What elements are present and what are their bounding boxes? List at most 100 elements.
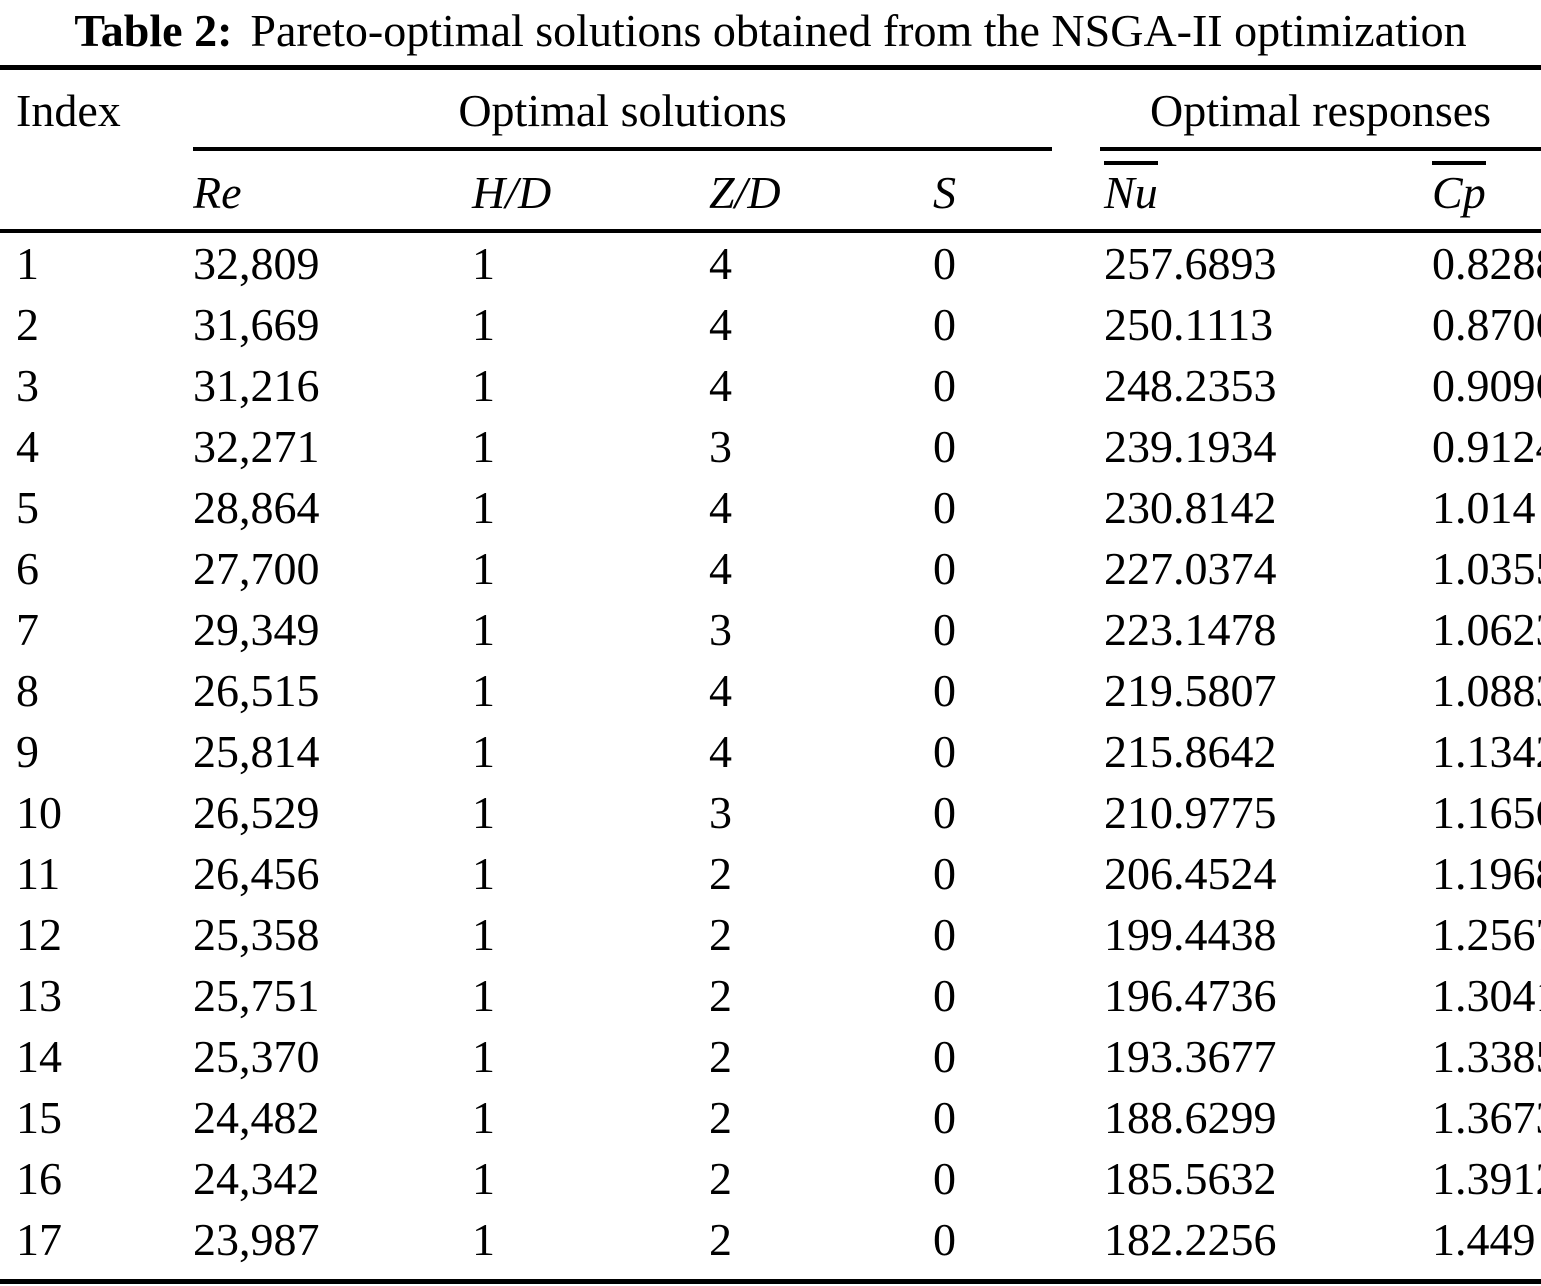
cell-s: 0	[933, 909, 956, 960]
cell-zd: 2	[709, 909, 732, 960]
cell-cp: 1.1968	[1432, 848, 1541, 899]
cell-cp: 0.8706	[1432, 299, 1541, 350]
cell-index: 11	[16, 848, 61, 899]
cell-cp: 1.3673	[1432, 1092, 1541, 1143]
cell-nu: 185.5632	[1104, 1153, 1277, 1204]
cell-zd: 3	[709, 787, 732, 838]
cell-hd: 1	[472, 238, 495, 289]
cell-s: 0	[933, 1214, 956, 1265]
cell-cp: 0.9096	[1432, 360, 1541, 411]
cell-nu: 206.4524	[1104, 848, 1277, 899]
cell-nu: 230.8142	[1104, 482, 1277, 533]
table-row: 4 32,271 1 3 0 239.1934 0.9124	[0, 416, 1541, 477]
cell-re: 29,349	[193, 604, 320, 655]
col-header-cp: Cp	[1430, 151, 1541, 233]
cell-re: 32,271	[193, 421, 320, 472]
col-header-re: Re	[193, 151, 463, 233]
pareto-optimal-solutions-table: Index Optimal solutions Optimal response…	[0, 65, 1541, 1284]
cell-hd: 1	[472, 970, 495, 1021]
cell-s: 0	[933, 543, 956, 594]
cell-s: 0	[933, 238, 956, 289]
table-row: 3 31,216 1 4 0 248.2353 0.9096	[0, 355, 1541, 416]
table-row: 10 26,529 1 3 0 210.9775 1.1656	[0, 782, 1541, 843]
cell-s: 0	[933, 421, 956, 472]
cell-cp: 0.9124	[1432, 421, 1541, 472]
table-caption: Table 2: Pareto-optimal solutions obtaine…	[0, 0, 1541, 65]
cell-hd: 1	[472, 482, 495, 533]
cell-index: 13	[16, 970, 62, 1021]
cell-zd: 2	[709, 1214, 732, 1265]
cell-s: 0	[933, 726, 956, 777]
table-caption-label: Table 2:	[74, 5, 233, 56]
cell-index: 8	[16, 665, 39, 716]
table-row: 14 25,370 1 2 0 193.3677 1.3385	[0, 1026, 1541, 1087]
cell-s: 0	[933, 1092, 956, 1143]
cell-index: 12	[16, 909, 62, 960]
cell-index: 2	[16, 299, 39, 350]
cell-zd: 4	[709, 665, 732, 716]
cell-re: 26,515	[193, 665, 320, 716]
table-row: 15 24,482 1 2 0 188.6299 1.3673	[0, 1087, 1541, 1148]
cell-cp: 1.1342	[1432, 726, 1541, 777]
table-row: 12 25,358 1 2 0 199.4438 1.2567	[0, 904, 1541, 965]
cell-index: 14	[16, 1031, 62, 1082]
cell-nu: 223.1478	[1104, 604, 1277, 655]
group-header-row: Index Optimal solutions Optimal response…	[0, 67, 1541, 233]
cell-nu: 250.1113	[1104, 299, 1274, 350]
col-header-zd: Z/D	[700, 151, 920, 233]
optimal-solutions-group-rule	[193, 147, 1053, 151]
col-header-s: S	[920, 151, 1101, 233]
cell-index: 5	[16, 482, 39, 533]
table-row: 2 31,669 1 4 0 250.1113 0.8706	[0, 294, 1541, 355]
cell-cp: 1.0355	[1432, 543, 1541, 594]
optimal-responses-group-label: Optimal responses	[1149, 85, 1492, 136]
table-row: 5 28,864 1 4 0 230.8142 1.014	[0, 477, 1541, 538]
cell-index: 9	[16, 726, 39, 777]
cell-cp: 1.0883	[1432, 665, 1541, 716]
table-row: 8 26,515 1 4 0 219.5807 1.0883	[0, 660, 1541, 721]
table-row: 6 27,700 1 4 0 227.0374 1.0355	[0, 538, 1541, 599]
cell-cp: 1.2567	[1432, 909, 1541, 960]
cell-zd: 3	[709, 421, 732, 472]
cell-zd: 4	[709, 543, 732, 594]
cell-hd: 1	[472, 543, 495, 594]
cell-nu: 182.2256	[1104, 1214, 1277, 1265]
cell-zd: 3	[709, 604, 732, 655]
cell-index: 10	[16, 787, 62, 838]
col-header-nu: Nu	[1100, 151, 1431, 233]
cell-cp: 1.014	[1432, 482, 1536, 533]
cell-zd: 2	[709, 848, 732, 899]
cell-nu: 248.2353	[1104, 360, 1277, 411]
table-body: 1 32,809 1 4 0 257.6893 0.8288 2 31,669 …	[0, 231, 1541, 1282]
cell-zd: 4	[709, 238, 732, 289]
cell-nu: 196.4736	[1104, 970, 1277, 1021]
cell-re: 27,700	[193, 543, 320, 594]
cell-s: 0	[933, 299, 956, 350]
optimal-responses-group-rule	[1100, 147, 1541, 151]
cell-hd: 1	[472, 848, 495, 899]
cell-cp: 1.3912	[1432, 1153, 1541, 1204]
cell-zd: 2	[709, 1031, 732, 1082]
col-header-hd: H/D	[463, 151, 700, 233]
cell-s: 0	[933, 848, 956, 899]
cell-s: 0	[933, 482, 956, 533]
cell-index: 16	[16, 1153, 62, 1204]
cell-re: 25,370	[193, 1031, 320, 1082]
cell-zd: 4	[709, 299, 732, 350]
cell-zd: 4	[709, 482, 732, 533]
cell-nu: 239.1934	[1104, 421, 1277, 472]
cell-s: 0	[933, 665, 956, 716]
cell-cp: 1.1656	[1432, 787, 1541, 838]
cell-s: 0	[933, 787, 956, 838]
nu-mean-symbol: Nu	[1104, 161, 1158, 216]
cell-nu: 257.6893	[1104, 238, 1277, 289]
cell-zd: 4	[709, 726, 732, 777]
optimal-solutions-group-label: Optimal solutions	[458, 85, 787, 136]
table-row: 11 26,456 1 2 0 206.4524 1.1968	[0, 843, 1541, 904]
cell-nu: 219.5807	[1104, 665, 1277, 716]
cell-cp: 1.0623	[1432, 604, 1541, 655]
cell-s: 0	[933, 1153, 956, 1204]
